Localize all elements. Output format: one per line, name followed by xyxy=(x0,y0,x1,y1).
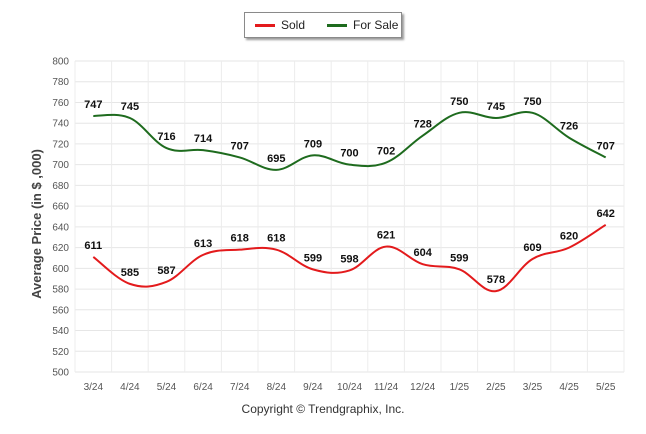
y-tick-label: 740 xyxy=(52,119,69,130)
data-label-for-sale: 709 xyxy=(304,138,322,150)
x-tick-label: 10/24 xyxy=(337,382,362,393)
x-tick-label: 7/24 xyxy=(230,382,250,393)
gridlines xyxy=(74,60,625,373)
y-tick-label: 540 xyxy=(52,326,69,337)
data-label-for-sale: 747 xyxy=(84,99,102,111)
data-label-for-sale: 695 xyxy=(267,153,285,165)
y-tick-label: 760 xyxy=(52,98,69,109)
data-label-for-sale: 728 xyxy=(414,119,432,131)
data-label-for-sale: 750 xyxy=(450,96,468,108)
data-label-sold: 599 xyxy=(304,252,322,264)
y-tick-label: 660 xyxy=(52,202,69,213)
data-label-sold: 599 xyxy=(450,252,468,264)
data-label-sold: 613 xyxy=(194,238,212,250)
data-label-sold: 611 xyxy=(84,240,102,252)
data-labels: 611 585 587 613 618 618 599 598 621 604 599 578 609 6… xyxy=(84,96,615,286)
legend-label-sold: Sold xyxy=(281,18,306,32)
data-label-sold: 578 xyxy=(487,274,505,286)
x-tick-label: 9/24 xyxy=(303,382,323,393)
x-tick-label: 3/24 xyxy=(84,382,104,393)
data-label-sold: 598 xyxy=(340,253,358,265)
y-axis-ticks: 500 520 540 560 580 600 620 640 660 680 700 720 740 7… xyxy=(52,57,69,379)
y-tick-label: 620 xyxy=(52,243,69,254)
data-label-for-sale: 714 xyxy=(194,133,213,145)
data-label-sold: 609 xyxy=(523,242,541,254)
copyright-text: Copyright © Trendgraphix, Inc. xyxy=(241,402,405,416)
y-tick-label: 500 xyxy=(52,368,69,379)
x-tick-label: 5/25 xyxy=(596,382,616,393)
data-label-for-sale: 702 xyxy=(377,146,395,158)
y-tick-label: 560 xyxy=(52,305,69,316)
data-label-for-sale: 716 xyxy=(157,131,175,143)
data-label-for-sale: 726 xyxy=(560,121,578,133)
data-label-for-sale: 707 xyxy=(231,140,249,152)
y-tick-label: 600 xyxy=(52,264,69,275)
series-line-sold xyxy=(92,223,607,293)
data-label-sold: 587 xyxy=(157,265,175,277)
legend-item-for-sale: For Sale xyxy=(327,18,398,32)
x-tick-label: 1/25 xyxy=(450,382,470,393)
y-tick-label: 720 xyxy=(52,139,69,150)
legend: Sold For Sale xyxy=(244,12,402,38)
series-line-for-sale xyxy=(93,111,607,171)
data-label-for-sale: 707 xyxy=(597,140,615,152)
y-tick-label: 580 xyxy=(52,285,69,296)
data-label-sold: 618 xyxy=(267,233,285,245)
x-tick-label: 5/24 xyxy=(157,382,177,393)
x-tick-label: 4/24 xyxy=(120,382,140,393)
y-tick-label: 700 xyxy=(52,160,69,171)
y-tick-label: 640 xyxy=(52,222,69,233)
x-tick-label: 6/24 xyxy=(193,382,213,393)
legend-swatch-for-sale xyxy=(327,23,348,27)
y-tick-label: 800 xyxy=(52,57,69,68)
x-tick-label: 3/25 xyxy=(523,382,543,393)
y-tick-label: 780 xyxy=(52,77,69,88)
data-label-sold: 604 xyxy=(414,247,433,259)
data-label-sold: 618 xyxy=(231,233,249,245)
data-label-for-sale: 700 xyxy=(340,148,358,160)
x-axis-ticks: 3/24 4/24 5/24 6/24 7/24 8/24 9/24 10/24 11/24 12… xyxy=(84,382,616,393)
data-label-sold: 585 xyxy=(121,267,139,279)
x-tick-label: 4/25 xyxy=(559,382,579,393)
x-tick-label: 12/24 xyxy=(410,382,435,393)
data-label-sold: 620 xyxy=(560,231,578,243)
y-tick-label: 680 xyxy=(52,181,69,192)
series-lines xyxy=(92,111,607,293)
data-label-for-sale: 745 xyxy=(121,101,139,113)
data-label-sold: 642 xyxy=(597,208,615,220)
y-tick-label: 520 xyxy=(52,347,69,358)
x-tick-label: 11/24 xyxy=(374,382,399,393)
data-label-sold: 621 xyxy=(377,230,395,242)
y-axis-title: Average Price (in $ ,000) xyxy=(29,149,44,299)
x-tick-label: 2/25 xyxy=(486,382,506,393)
data-label-for-sale: 750 xyxy=(523,96,541,108)
legend-swatch-sold xyxy=(255,23,275,27)
legend-label-for-sale: For Sale xyxy=(353,18,399,32)
data-label-for-sale: 745 xyxy=(487,101,505,113)
x-tick-label: 8/24 xyxy=(267,382,287,393)
legend-item-sold: Sold xyxy=(255,18,305,32)
